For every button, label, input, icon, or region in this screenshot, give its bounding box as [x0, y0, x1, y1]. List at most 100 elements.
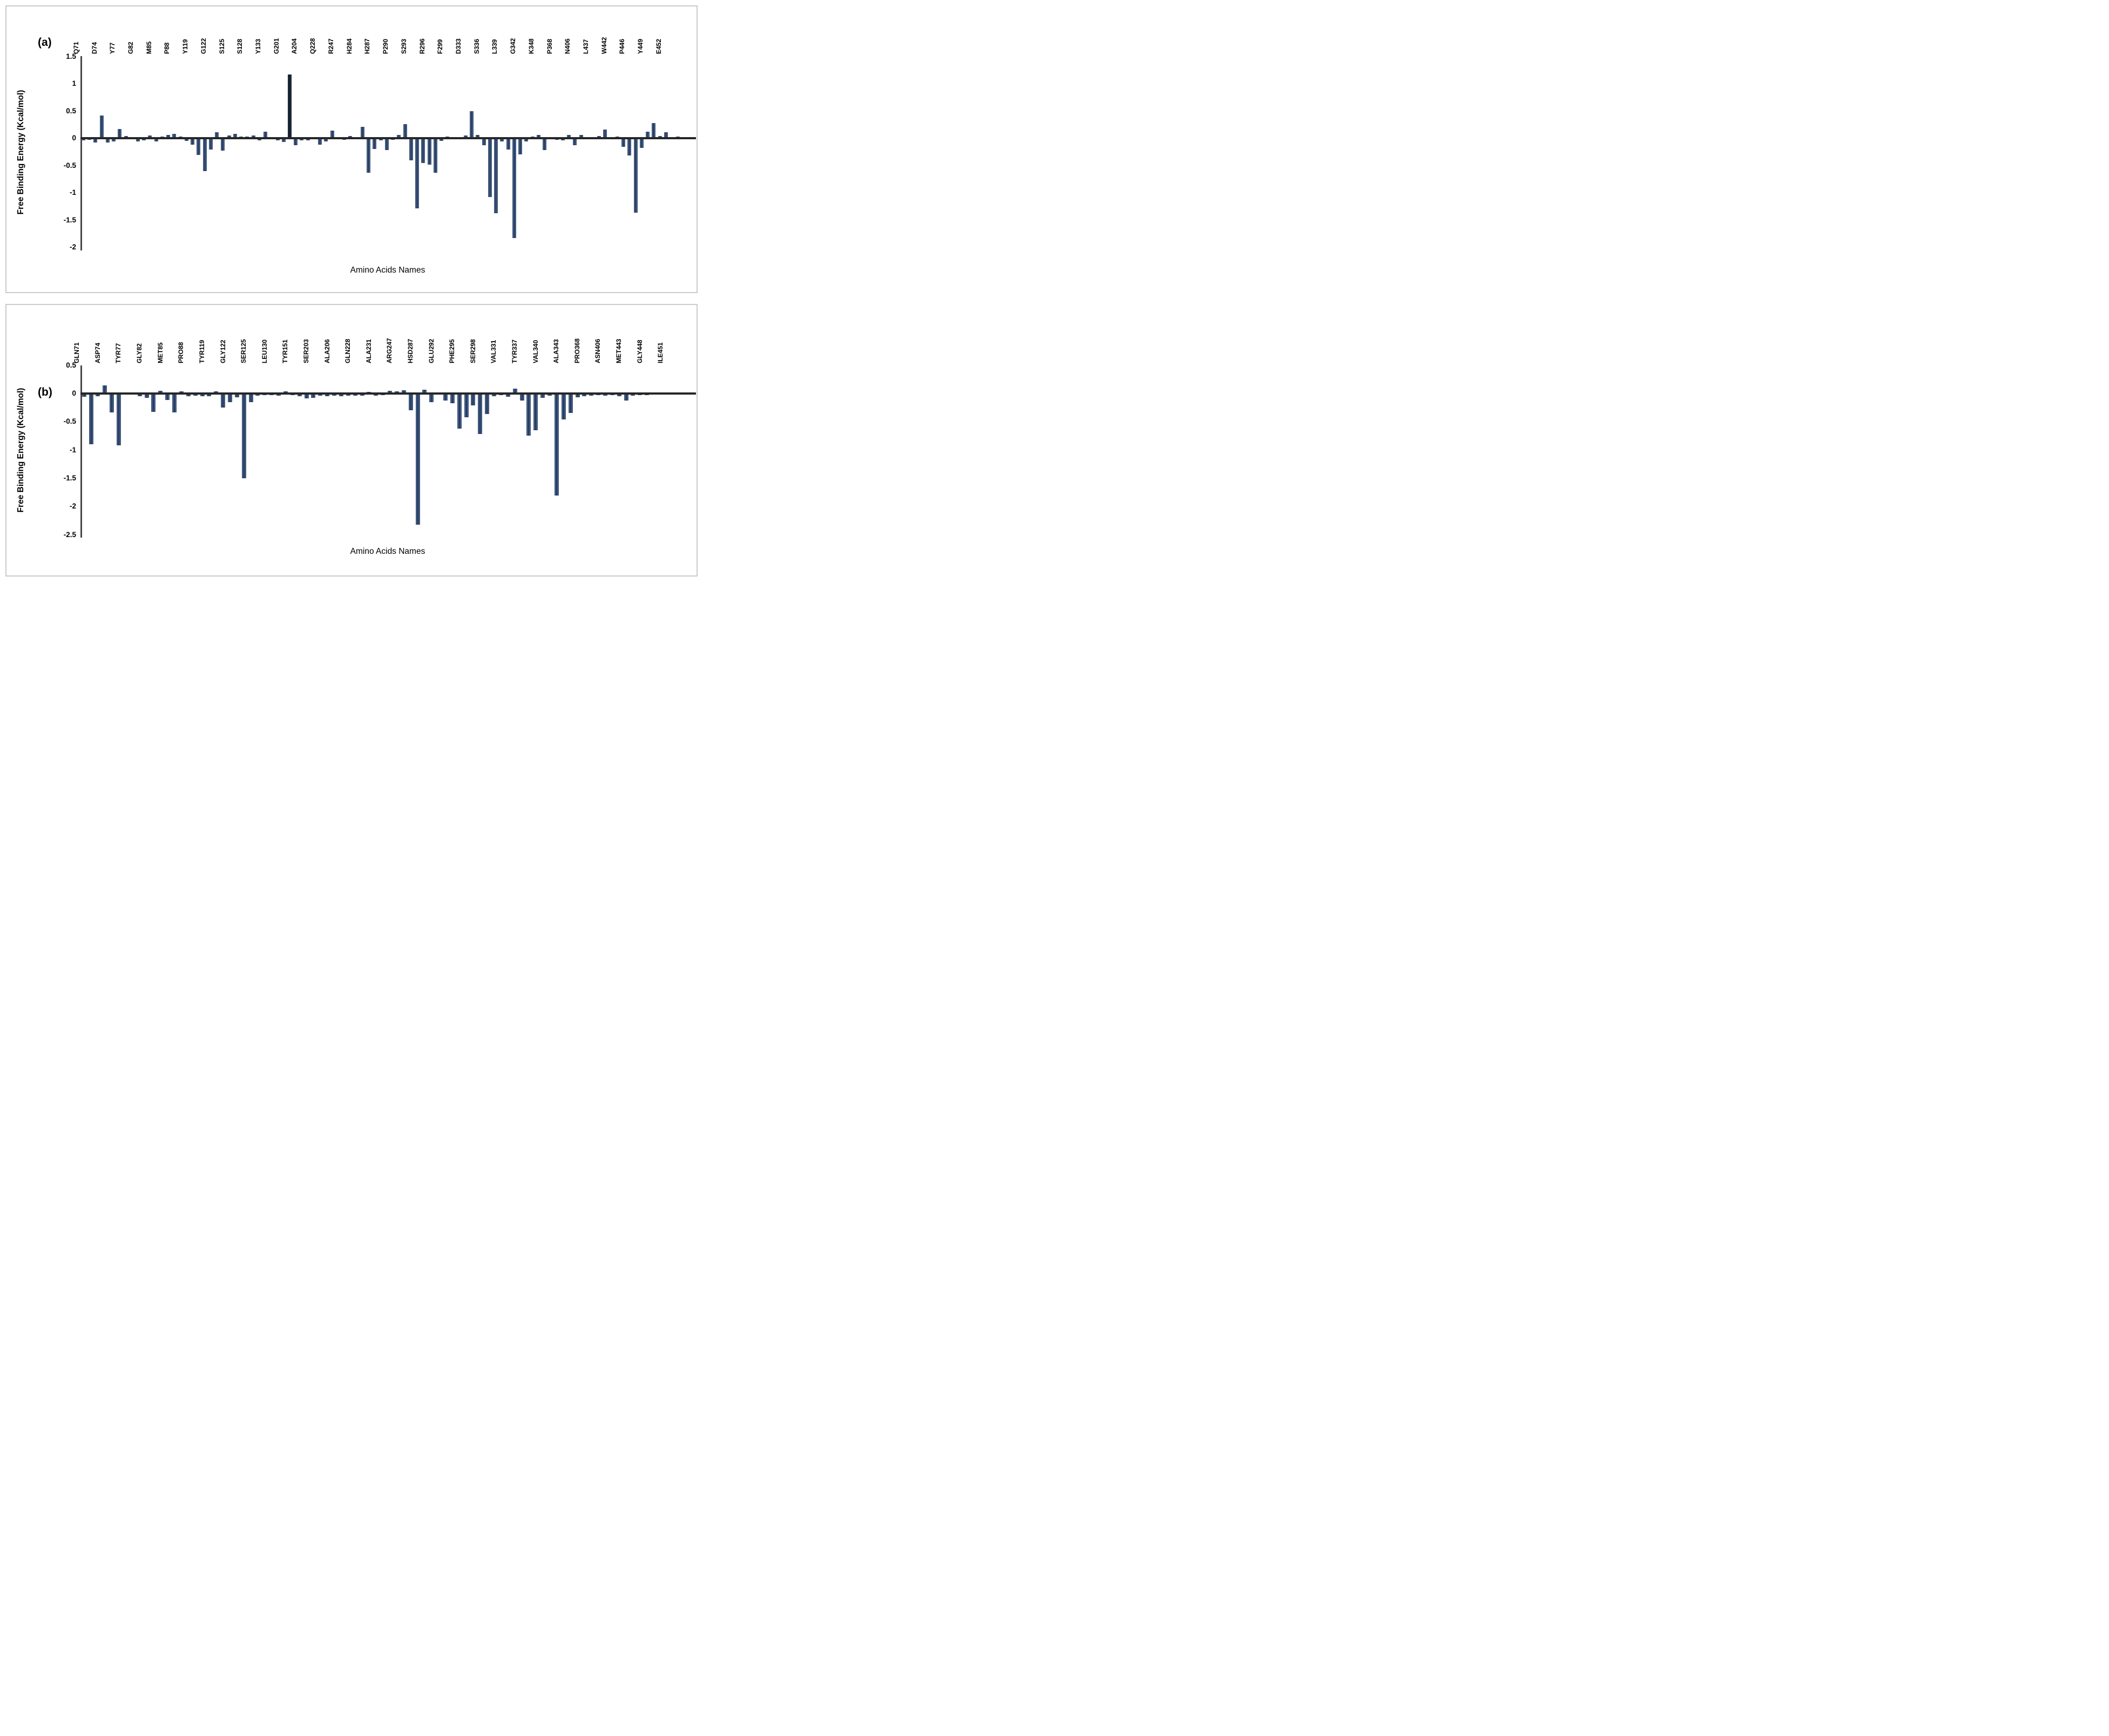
panel-a: (a) Free Binding Energy (Kcal/mol) Amino…: [5, 5, 698, 293]
panel-a-zero-line: [80, 137, 696, 139]
bar-a-12: [154, 138, 158, 142]
bar-a-6: [118, 128, 122, 138]
bar-a-80: [567, 134, 571, 138]
bar-b-70: [568, 394, 573, 413]
bar-b-5: [117, 394, 121, 446]
bar-a-11: [148, 135, 152, 138]
y-tick-a--0.5: -0.5: [63, 161, 76, 169]
bar-b-52: [443, 394, 448, 401]
bar-a-47: [367, 138, 371, 173]
bar-b-64: [526, 394, 531, 436]
bar-a-15: [172, 133, 177, 138]
category-label-b-GLY122: GLY122: [219, 340, 227, 363]
bar-b-56: [471, 394, 476, 405]
bar-a-23: [221, 138, 225, 151]
bar-b-62: [512, 388, 517, 394]
bar-b-10: [151, 394, 156, 412]
y-tick-b--0.5: -0.5: [63, 417, 76, 426]
bar-b-65: [533, 394, 538, 431]
category-label-b-ILE451: ILE451: [657, 342, 665, 363]
bar-a-14: [166, 134, 171, 138]
bar-b-4: [110, 394, 114, 412]
bar-a-20: [202, 138, 207, 171]
bar-b-58: [485, 394, 490, 414]
category-label-a-M85: M85: [145, 41, 153, 54]
bar-a-72: [518, 138, 523, 155]
category-label-b-LEU130: LEU130: [260, 339, 268, 363]
bar-a-29: [257, 138, 261, 140]
bar-a-39: [318, 138, 322, 145]
bar-a-57: [427, 138, 431, 165]
bar-b-15: [186, 394, 191, 397]
category-label-b-MET85: MET85: [156, 342, 164, 363]
bar-b-40: [360, 394, 364, 396]
category-label-b-SER203: SER203: [302, 339, 310, 363]
bar-a-46: [360, 126, 364, 138]
category-label-a-G201: G201: [272, 38, 280, 54]
y-tick-b--2: -2: [69, 502, 76, 511]
category-label-b-MET443: MET443: [615, 338, 623, 363]
bar-b-20: [221, 394, 226, 408]
category-label-a-S293: S293: [400, 38, 408, 54]
category-label-a-D74: D74: [90, 42, 98, 54]
panel-b-zero-line: [80, 392, 696, 395]
category-label-b-ALA343: ALA343: [552, 339, 560, 363]
bar-a-21: [208, 138, 213, 150]
category-label-a-K348: K348: [527, 38, 535, 54]
bar-a-25: [233, 133, 237, 138]
bar-a-75: [536, 134, 540, 138]
category-label-a-N406: N406: [564, 38, 572, 54]
category-label-a-Y77: Y77: [109, 42, 117, 54]
bar-b-49: [422, 389, 427, 394]
bar-a-4: [105, 138, 110, 143]
category-label-b-GLY448: GLY448: [636, 340, 644, 363]
bar-a-91: [633, 138, 638, 213]
category-label-a-S336: S336: [472, 38, 481, 54]
bar-b-16: [193, 394, 198, 396]
figure: (a) Free Binding Energy (Kcal/mol) Amino…: [0, 0, 703, 579]
panel-b-label: (b): [38, 386, 52, 398]
category-label-a-G122: G122: [199, 38, 207, 54]
bar-b-59: [492, 394, 496, 397]
category-label-a-S125: S125: [218, 38, 226, 54]
bar-b-11: [158, 390, 163, 394]
bar-b-71: [575, 394, 580, 398]
bar-b-24: [248, 394, 253, 402]
y-tick-b--2.5: -2.5: [63, 530, 76, 539]
bar-b-72: [582, 394, 587, 397]
bar-a-40: [324, 138, 328, 142]
bar-b-36: [332, 394, 336, 396]
category-label-a-Y119: Y119: [181, 39, 190, 54]
bar-a-54: [409, 138, 413, 161]
category-label-a-Q71: Q71: [72, 42, 80, 54]
bar-b-53: [450, 394, 455, 403]
category-label-b-PRO368: PRO368: [573, 338, 581, 363]
bar-a-93: [646, 131, 650, 138]
bar-a-53: [403, 124, 407, 138]
panel-a-y-axis-title: Free Binding Energy (Kcal/mol): [16, 90, 25, 215]
category-label-a-L339: L339: [491, 39, 499, 54]
bar-b-54: [457, 394, 462, 429]
bar-a-55: [415, 138, 419, 209]
bar-b-28: [276, 394, 281, 396]
bar-a-37: [306, 138, 310, 140]
bar-a-92: [639, 138, 644, 148]
bar-a-70: [506, 138, 510, 150]
category-label-b-ARG247: ARG247: [386, 338, 394, 363]
category-label-a-D333: D333: [454, 38, 462, 54]
category-label-a-A204: A204: [290, 38, 299, 54]
panel-b: (b) Free Binding Energy (Kcal/mol) Amino…: [5, 304, 698, 577]
bar-a-65: [476, 134, 480, 138]
category-label-b-HSD287: HSD287: [407, 338, 414, 363]
bar-b-2: [96, 394, 100, 397]
bar-b-48: [415, 394, 420, 525]
bar-b-57: [478, 394, 483, 435]
bar-a-35: [294, 138, 298, 146]
category-label-b-TYR119: TYR119: [198, 340, 206, 363]
bar-b-78: [624, 394, 628, 401]
bar-b-25: [255, 394, 260, 396]
category-label-a-H284: H284: [345, 38, 353, 54]
category-label-b-PHE295: PHE295: [448, 339, 456, 363]
bar-a-36: [300, 138, 304, 140]
bar-b-69: [561, 394, 566, 420]
